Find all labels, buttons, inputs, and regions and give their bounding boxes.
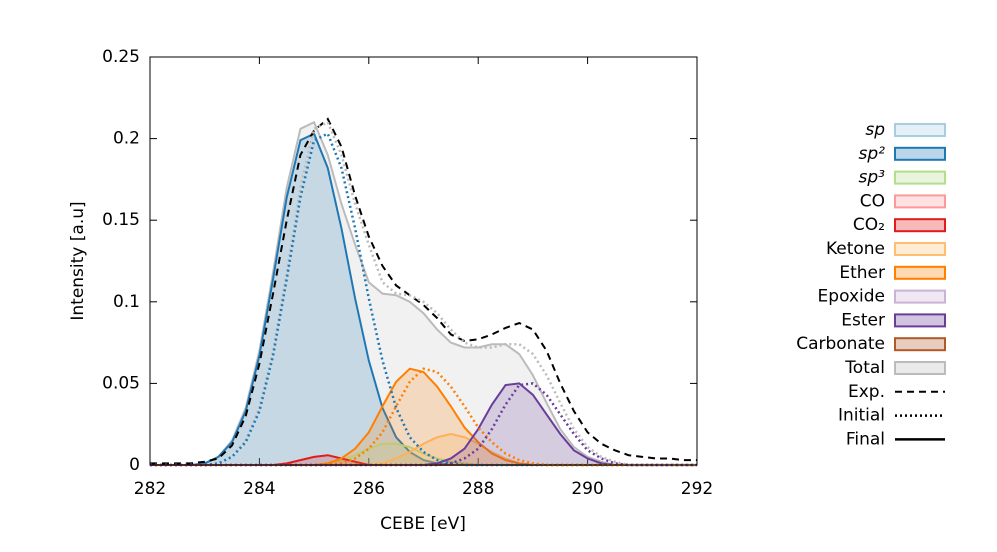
x-tick-label: 286 xyxy=(353,479,385,499)
area-line xyxy=(150,433,697,465)
legend-swatch xyxy=(894,170,946,185)
legend-label: sp xyxy=(865,120,885,140)
experiment-line xyxy=(150,117,697,465)
x-tick-label: 288 xyxy=(462,479,494,499)
legend-swatch xyxy=(894,194,946,209)
legend-swatch xyxy=(894,337,946,352)
legend-label: sp² xyxy=(859,144,886,164)
legend-label: Ketone xyxy=(826,239,885,259)
legend-label: Ester xyxy=(841,310,885,330)
x-tick-label: 284 xyxy=(243,479,275,499)
legend-swatch xyxy=(894,218,946,233)
y-tick-label: 0.2 xyxy=(113,129,140,149)
initial-line xyxy=(150,120,697,467)
legend-label: Total xyxy=(844,358,885,378)
legend-label: Ether xyxy=(839,263,885,283)
legend-swatch xyxy=(894,265,946,280)
legend-swatch xyxy=(894,123,946,137)
legend-swatch xyxy=(894,242,946,256)
legend-label: Epoxide xyxy=(818,287,885,307)
area-line xyxy=(150,383,697,465)
legend-label: Final xyxy=(846,429,885,449)
legend-swatch xyxy=(894,289,946,304)
y-tick-label: 0.15 xyxy=(102,210,140,230)
legend-label: Initial xyxy=(838,406,885,426)
area-line xyxy=(150,122,697,465)
x-tick-label: 290 xyxy=(571,479,603,499)
legend-swatch xyxy=(894,361,946,375)
x-tick-label: 282 xyxy=(134,479,166,499)
y-tick-label: 0.25 xyxy=(102,47,140,67)
legend-label: CO₂ xyxy=(853,215,885,235)
legend-label: Exp. xyxy=(848,382,885,402)
y-tick-label: 0.05 xyxy=(102,373,140,393)
legend-label: sp³ xyxy=(859,168,886,188)
legend-swatch xyxy=(894,146,946,161)
y-tick-label: 0.1 xyxy=(113,292,140,312)
plot-frame xyxy=(149,56,698,466)
y-axis-label: Intensity [a.u] xyxy=(68,201,88,320)
x-axis-label: CEBE [eV] xyxy=(380,514,466,534)
area-line xyxy=(150,133,697,465)
y-tick-label: 0 xyxy=(129,455,140,475)
x-tick-label: 292 xyxy=(681,479,713,499)
series-line xyxy=(150,120,697,466)
legend-swatch xyxy=(894,313,946,328)
legend-label: CO xyxy=(860,191,885,211)
legend-label: Carbonate xyxy=(796,334,885,354)
area-line xyxy=(150,368,697,465)
